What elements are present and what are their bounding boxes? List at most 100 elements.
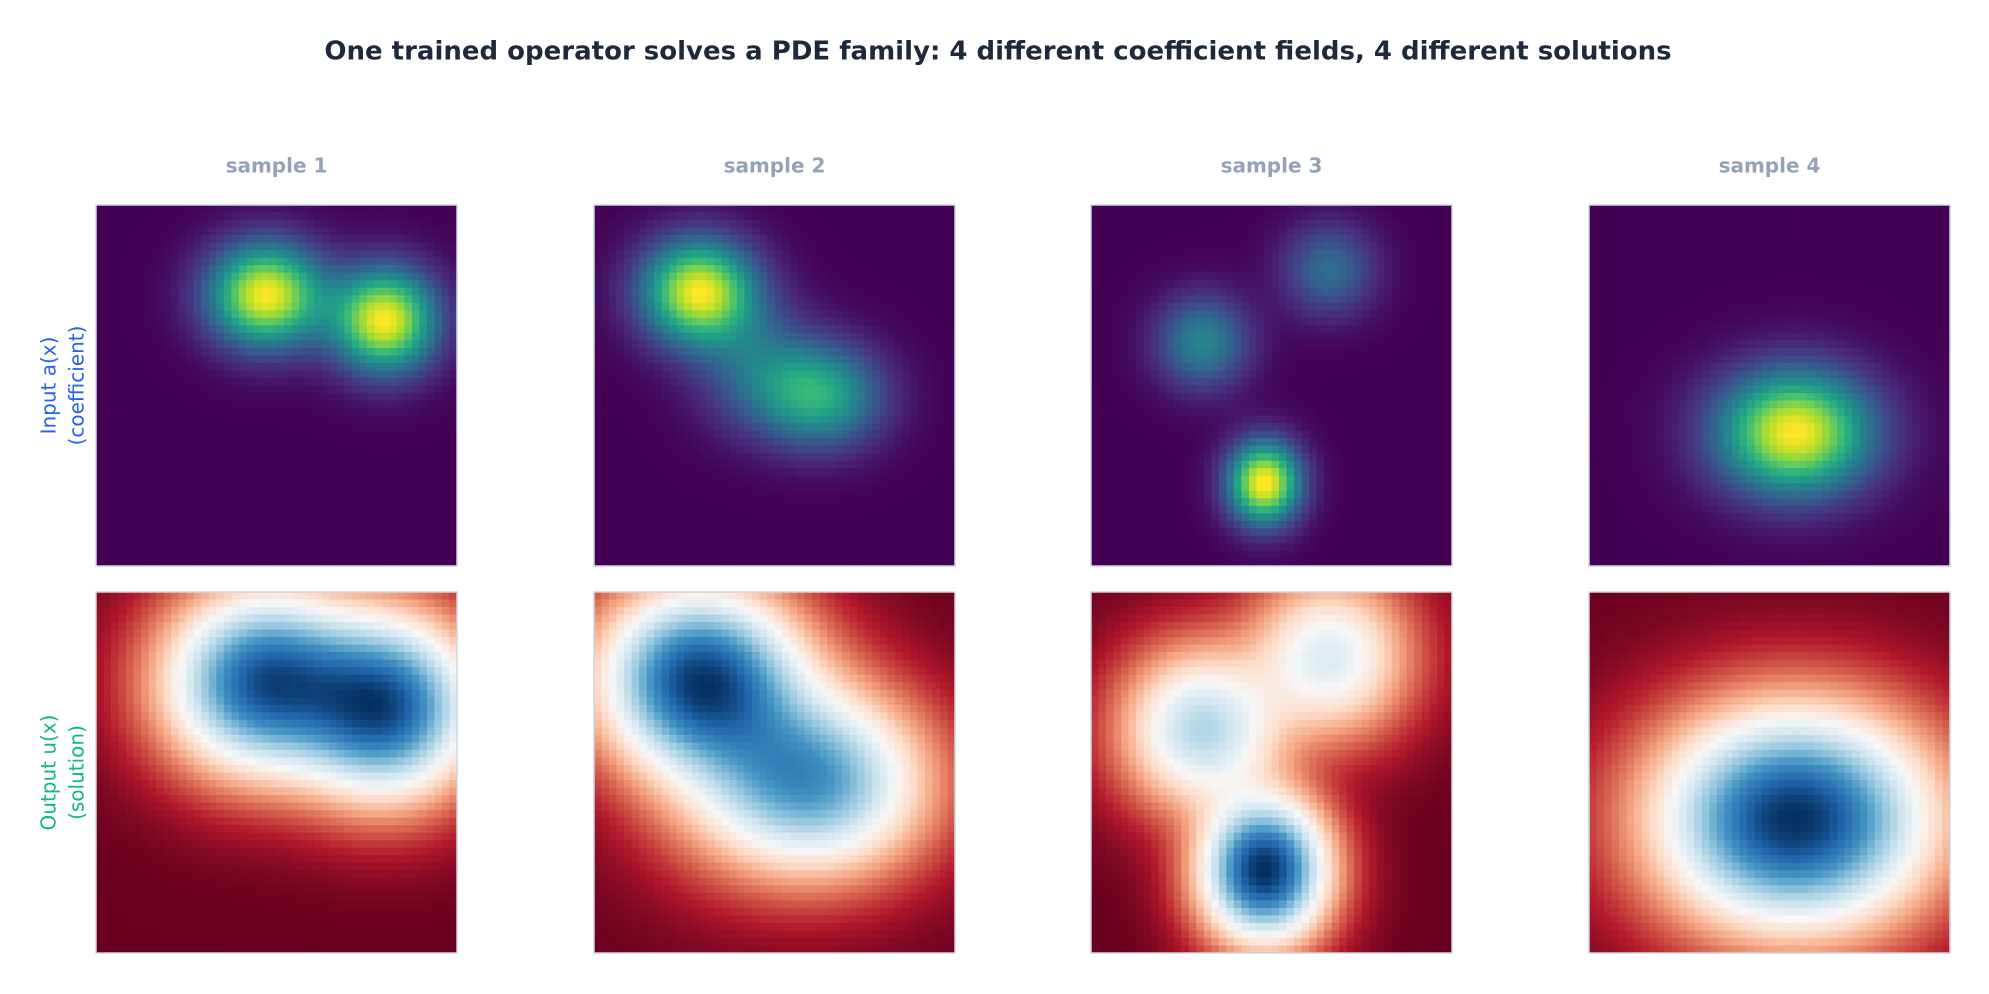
heatmap-cell — [601, 430, 610, 439]
heatmap-cell — [789, 295, 798, 304]
heatmap-cell — [654, 227, 663, 236]
heatmap-cell — [909, 445, 918, 454]
heatmap-cell — [894, 212, 903, 221]
heatmap-cell — [156, 483, 165, 492]
heatmap-cell — [766, 242, 775, 251]
heatmap-cell — [909, 332, 918, 341]
heatmap-cell — [766, 558, 775, 566]
heatmap-cell — [216, 445, 225, 454]
heatmap-cell — [253, 280, 262, 289]
heatmap-cell — [924, 257, 933, 266]
heatmap-cell — [714, 295, 723, 304]
heatmap-cell — [864, 362, 873, 371]
heatmap-cell — [404, 287, 413, 296]
heatmap-cell — [126, 408, 134, 416]
heatmap-cell — [231, 430, 240, 439]
heatmap-cell — [594, 212, 602, 221]
heatmap-cell — [706, 490, 715, 499]
heatmap-cell — [736, 558, 745, 566]
heatmap-cell — [441, 370, 450, 379]
heatmap-cell — [924, 235, 933, 243]
heatmap-cell — [766, 340, 775, 349]
heatmap-cell — [238, 535, 247, 544]
heatmap-cell — [261, 340, 270, 349]
heatmap-cell — [156, 415, 165, 424]
heatmap-cell — [601, 490, 610, 499]
heatmap-cell — [344, 543, 353, 552]
heatmap-cell — [609, 310, 617, 319]
heatmap-cell — [706, 408, 715, 416]
heatmap-cell — [819, 242, 828, 251]
heatmap-cell — [381, 558, 390, 566]
heatmap-cell — [156, 347, 165, 356]
heatmap-cell — [306, 377, 315, 386]
heatmap-cell — [223, 483, 232, 492]
heatmap-cell — [381, 272, 390, 281]
heatmap-cell — [849, 212, 858, 221]
heatmap-cell — [208, 438, 217, 447]
heatmap-cell — [291, 377, 300, 386]
heatmap-cell — [389, 325, 398, 334]
heatmap-cell — [624, 227, 632, 236]
heatmap-cell — [842, 558, 851, 566]
heatmap-cell — [691, 257, 700, 266]
heatmap-cell — [751, 362, 760, 371]
heatmap-cell — [751, 310, 760, 319]
heatmap-cell — [178, 528, 187, 537]
heatmap-cell — [434, 408, 443, 416]
heatmap-cell — [744, 235, 753, 243]
heatmap-cell — [812, 498, 821, 507]
heatmap-cell — [857, 287, 866, 296]
heatmap-cell — [411, 445, 420, 454]
heatmap-cell — [797, 325, 805, 334]
heatmap-cell — [917, 505, 926, 514]
heatmap-cell — [238, 475, 247, 484]
heatmap-cell — [133, 400, 142, 409]
heatmap-cell — [314, 317, 323, 326]
heatmap-cell — [449, 453, 457, 462]
heatmap-cell — [947, 445, 955, 454]
heatmap-cell — [314, 468, 323, 477]
heatmap-cell — [148, 370, 157, 379]
heatmap-cell — [819, 550, 828, 559]
heatmap-cell — [789, 355, 798, 364]
heatmap-cell — [879, 317, 888, 326]
heatmap-cell — [684, 513, 693, 522]
heatmap-cell — [126, 220, 134, 228]
heatmap-cell — [789, 528, 798, 537]
heatmap-cell — [374, 287, 383, 296]
heatmap-cell — [782, 212, 790, 221]
heatmap-cell — [419, 408, 428, 416]
heatmap-cell — [834, 543, 843, 552]
heatmap-cell — [148, 400, 157, 409]
heatmap-cell — [314, 235, 323, 243]
heatmap-cell — [827, 280, 836, 289]
heatmap-cell — [684, 498, 693, 507]
heatmap-cell — [909, 280, 918, 289]
heatmap-cell — [208, 377, 217, 386]
heatmap-cell — [351, 377, 360, 386]
heatmap-cell — [691, 212, 700, 221]
heatmap-cell — [594, 362, 602, 371]
heatmap-cell — [819, 430, 828, 439]
heatmap-cell — [774, 287, 783, 296]
heatmap-cell — [374, 408, 383, 416]
heatmap-cell — [171, 543, 180, 552]
heatmap-cell — [616, 460, 625, 469]
heatmap-cell — [223, 340, 232, 349]
heatmap-cell — [1091, 227, 1099, 236]
heatmap-cell — [276, 430, 285, 439]
heatmap-cell — [827, 272, 836, 281]
heatmap-cell — [902, 272, 911, 281]
heatmap-cell — [661, 317, 670, 326]
heatmap-cell — [819, 385, 828, 394]
heatmap-cell — [253, 550, 262, 559]
heatmap-cell — [306, 520, 315, 529]
heatmap-cell — [268, 490, 277, 499]
heatmap-cell — [789, 272, 798, 281]
heatmap-cell — [872, 528, 881, 537]
heatmap-cell — [932, 227, 941, 236]
heatmap-cell — [789, 347, 798, 356]
heatmap-cell — [721, 272, 730, 281]
heatmap-cell — [736, 317, 745, 326]
